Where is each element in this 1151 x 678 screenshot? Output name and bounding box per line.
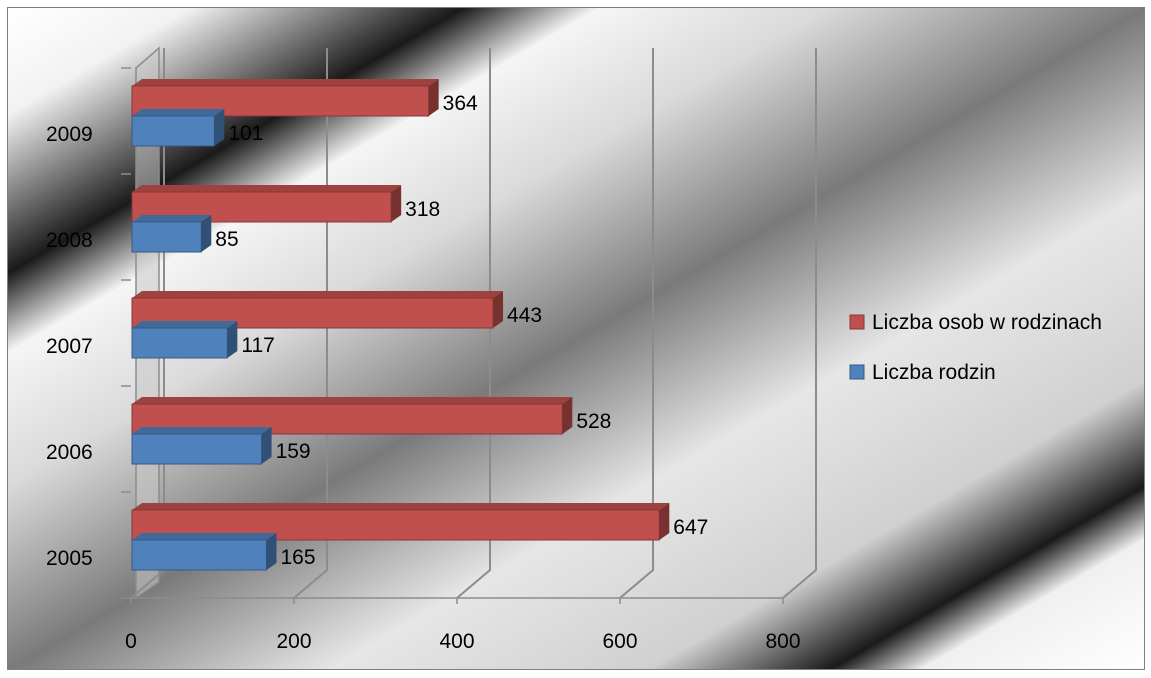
legend-swatch: [849, 314, 865, 330]
bars: 364 101 318 85 443 117 528 159 647 165: [131, 79, 708, 571]
bar-top: [132, 215, 212, 222]
bar-top: [132, 533, 277, 540]
x-tick-label: 0: [125, 630, 137, 653]
y-tick-label: 2006: [46, 441, 93, 464]
data-label: 364: [443, 92, 478, 115]
x-axis-ticks: 0 200 400 600 800: [125, 630, 800, 653]
legend-label: Liczba osob w rodzinach: [872, 311, 1102, 334]
data-label: 159: [276, 440, 311, 463]
bar: [131, 509, 660, 541]
bar-top: [132, 185, 402, 192]
bar-side: [428, 79, 439, 116]
bar-chart: 364 101 318 85 443 117 528 159 647 165 0 200 400 600…: [8, 8, 1144, 669]
data-label: 165: [280, 546, 315, 569]
legend-label: Liczba rodzin: [872, 361, 996, 384]
bar-top: [132, 503, 670, 510]
bar-side: [562, 397, 573, 434]
y-tick-label: 2009: [46, 123, 93, 146]
bar: [131, 221, 202, 253]
chart-frame: 364 101 318 85 443 117 528 159 647 165 0 200 400 600…: [7, 7, 1145, 670]
data-label: 117: [241, 334, 274, 357]
legend-swatch: [849, 364, 865, 380]
gridline-4: [782, 48, 817, 599]
y-tick-label: 2008: [46, 229, 93, 252]
x-tick-label: 200: [276, 630, 311, 653]
bar: [131, 115, 215, 147]
bar-side: [493, 291, 504, 328]
data-label: 528: [576, 410, 611, 433]
bar-top: [132, 397, 573, 404]
x-tick-label: 600: [602, 630, 637, 653]
bar-top: [132, 321, 238, 328]
bar-side: [201, 215, 212, 252]
bar: [131, 327, 228, 359]
x-tick-label: 400: [439, 630, 474, 653]
bar-side: [261, 427, 272, 464]
bar-side: [391, 185, 402, 222]
gridline-2: [456, 48, 491, 599]
bar-side: [266, 533, 277, 570]
legend: Liczba osob w rodzinach Liczba rodzin: [849, 311, 1102, 384]
data-label: 85: [215, 228, 238, 251]
bar: [131, 433, 263, 465]
bar-top: [132, 109, 225, 116]
data-label: 101: [228, 122, 263, 145]
bar-side: [227, 321, 238, 358]
bar-side: [659, 503, 670, 540]
y-axis-ticks: 2009 2008 2007 2006 2005: [46, 123, 93, 570]
gridline-3: [619, 48, 654, 599]
data-label: 647: [673, 516, 708, 539]
y-tick-label: 2005: [46, 547, 93, 570]
bar: [131, 539, 267, 571]
data-label: 443: [507, 304, 542, 327]
bar-top: [132, 427, 272, 434]
bar-top: [132, 79, 439, 86]
data-label: 318: [405, 198, 440, 221]
x-tick-label: 800: [765, 630, 800, 653]
bar-top: [132, 291, 504, 298]
y-tick-label: 2007: [46, 335, 93, 358]
bar-side: [214, 109, 225, 146]
